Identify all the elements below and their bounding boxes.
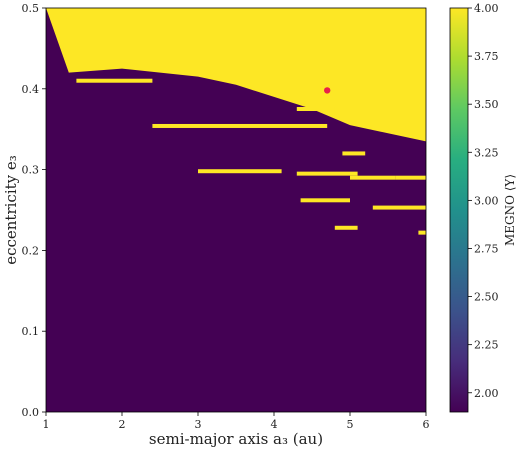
y-axis-ticks: 0.0 0.1 0.2 0.3 0.4 0.5	[22, 2, 46, 419]
y-tick-label: 0.3	[22, 164, 40, 177]
highlight-marker	[324, 87, 331, 94]
colorbar-tick-label: 3.25	[474, 146, 499, 159]
x-tick-label: 1	[43, 418, 50, 431]
chaotic-streak	[152, 123, 328, 128]
plot-area	[46, 8, 426, 412]
chaotic-streak	[296, 107, 335, 111]
y-tick-label: 0.4	[22, 83, 40, 96]
colorbar-tick-label: 2.50	[474, 291, 499, 304]
colorbar-tick-label: 2.25	[474, 339, 499, 352]
x-tick-label: 4	[271, 418, 278, 431]
x-tick-label: 6	[423, 418, 430, 431]
chaotic-streak	[198, 169, 282, 174]
chaotic-streak	[350, 175, 396, 180]
colorbar-tick-label: 2.00	[474, 387, 499, 400]
y-tick-label: 0.5	[22, 2, 40, 15]
plot-frame	[45, 7, 427, 413]
colorbar-ticks: 2.00 2.25 2.50 2.75 3.00 3.25 3.50 3.75 4.00	[468, 2, 499, 400]
x-axis-ticks: 1 2 3 4 5 6	[43, 412, 430, 431]
chaotic-streak	[76, 78, 153, 83]
chaotic-streak	[296, 171, 358, 176]
x-tick-label: 3	[195, 418, 202, 431]
chaotic-streak	[334, 225, 358, 230]
colorbar-tick-label: 4.00	[474, 2, 499, 15]
y-tick-label: 0.1	[22, 325, 40, 338]
chaotic-streak	[418, 230, 426, 235]
colorbar-tick-label: 2.75	[474, 242, 499, 255]
chaotic-streak	[395, 175, 426, 180]
colorbar-tick-label: 3.50	[474, 98, 499, 111]
chaotic-streak	[300, 198, 350, 203]
chaotic-streak	[342, 151, 366, 156]
colorbar	[449, 7, 469, 413]
chaotic-streak	[372, 205, 426, 210]
y-tick-label: 0.0	[22, 406, 40, 419]
x-axis-label: semi-major axis a₃ (au)	[149, 430, 323, 448]
x-tick-label: 5	[347, 418, 354, 431]
x-tick-label: 2	[119, 418, 126, 431]
colorbar-tick-label: 3.00	[474, 194, 499, 207]
y-tick-label: 0.2	[22, 244, 40, 257]
colorbar-label: MEGNO ⟨Y⟩	[503, 174, 517, 246]
y-axis-label: eccentricity e₃	[2, 155, 20, 265]
colorbar-tick-label: 3.75	[474, 50, 499, 63]
